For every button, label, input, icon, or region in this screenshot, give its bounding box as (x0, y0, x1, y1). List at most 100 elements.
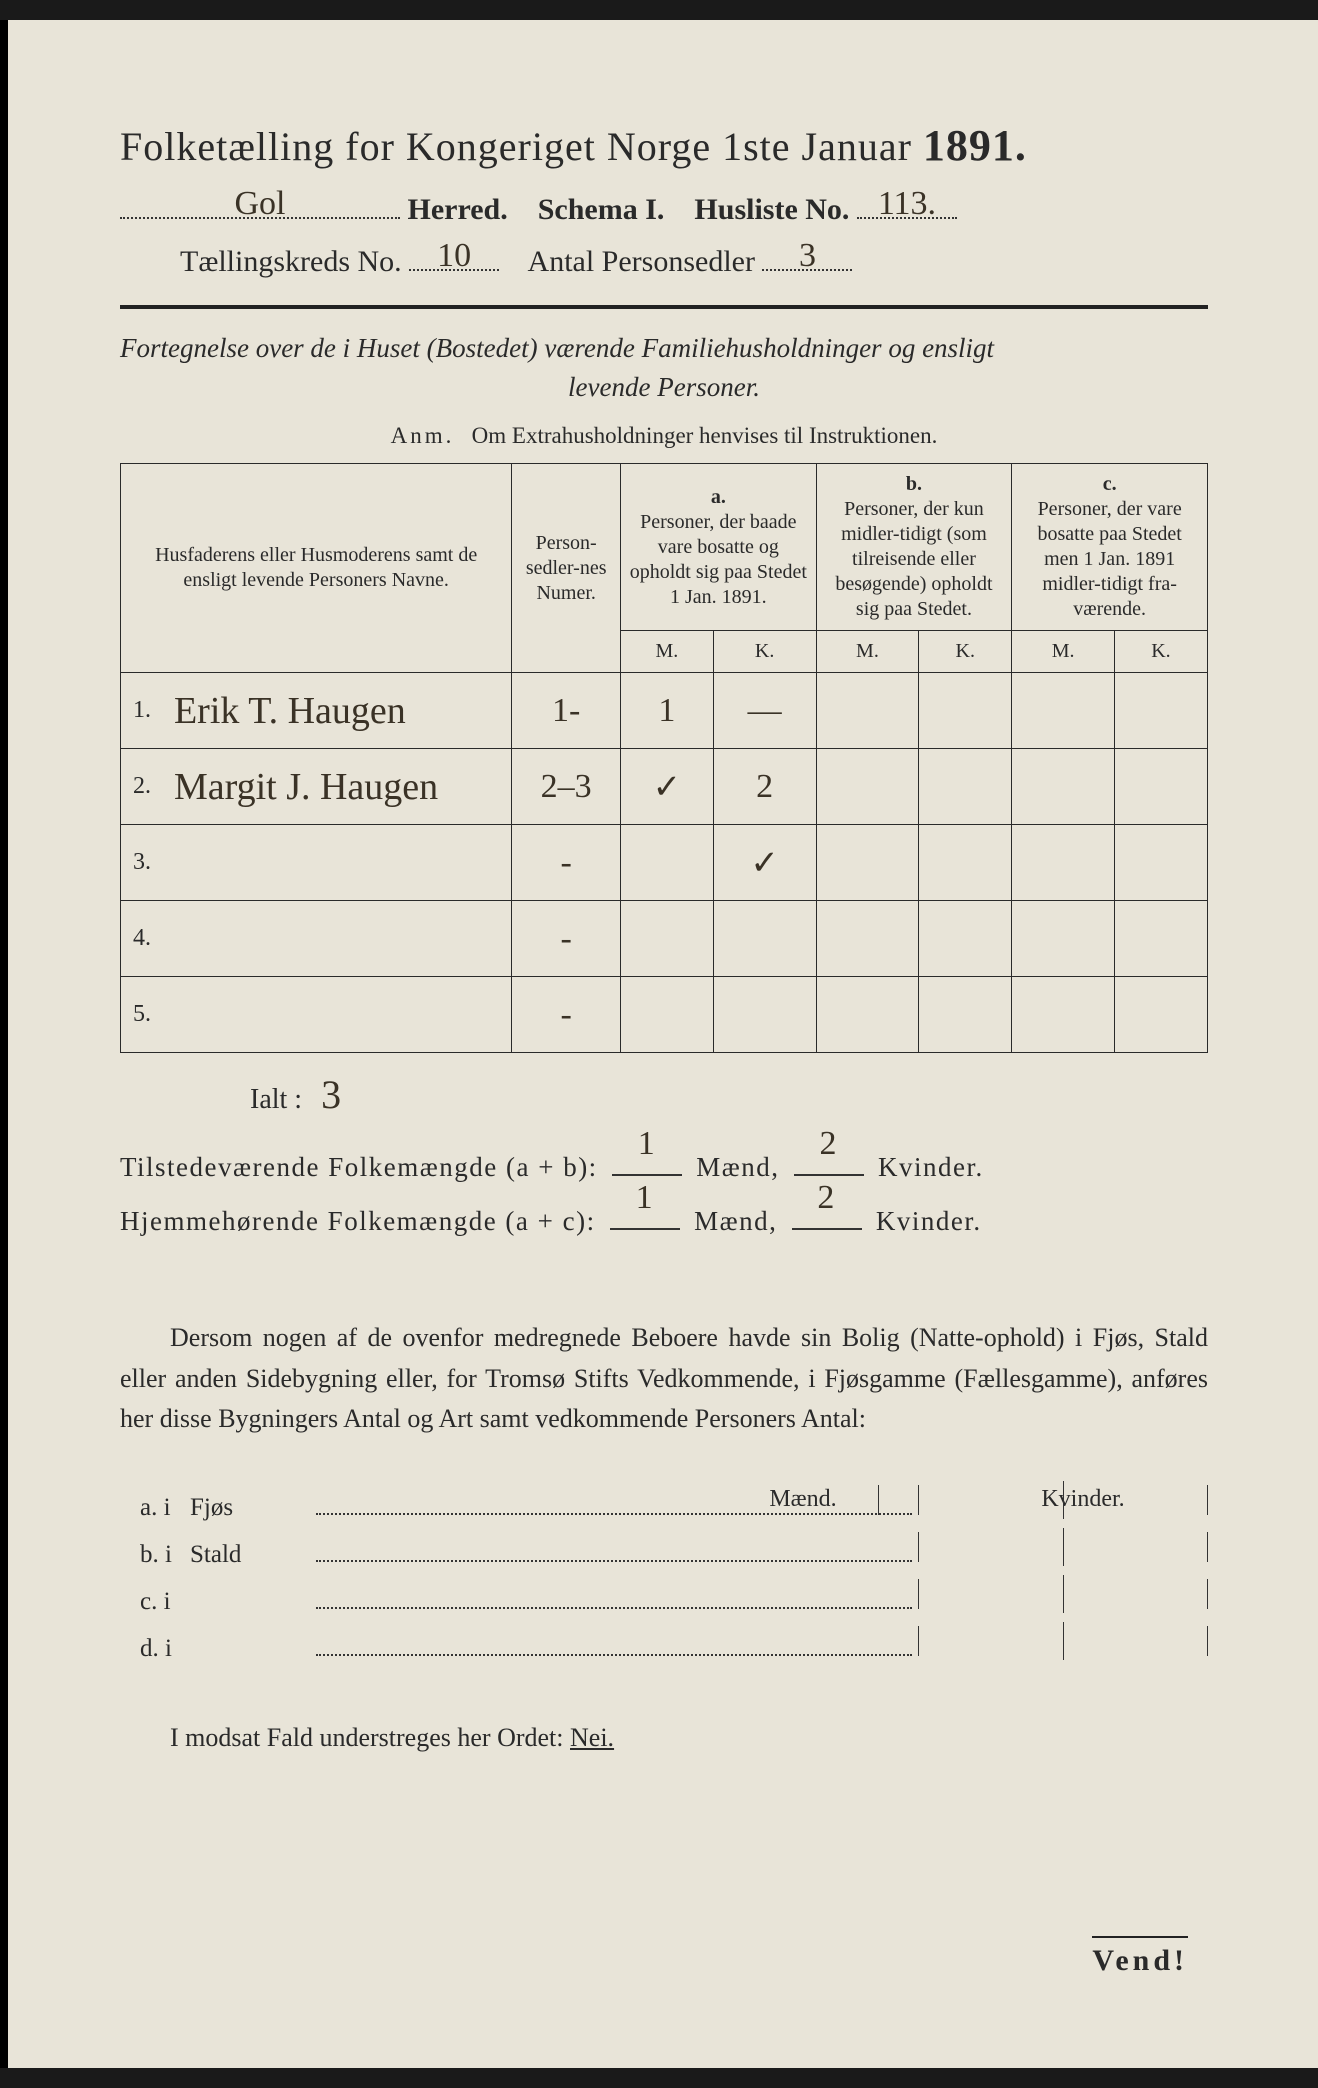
bldg-cells (918, 1626, 1208, 1656)
bldg-cells (918, 1532, 1208, 1562)
bldg-name: Stald (190, 1541, 310, 1569)
mk-m: Mænd. (738, 1486, 868, 1513)
th-a: a. Personer, der baade vare bosatte og o… (621, 464, 817, 631)
row-c-m (1012, 901, 1115, 977)
census-form-page: Folketælling for Kongeriget Norge 1ste J… (0, 20, 1318, 2068)
row-b-k (919, 749, 1012, 825)
th-b-m: M. (816, 631, 919, 673)
row-c-k (1114, 977, 1207, 1053)
antal-hw: 3 (799, 237, 816, 275)
row-a-m (621, 825, 714, 901)
subtitle-line1: Fortegnelse over de i Huset (Bostedet) v… (120, 333, 994, 363)
antal-label: Antal Personsedler (528, 245, 755, 278)
nei-word: Nei. (570, 1723, 614, 1752)
row-a-m (621, 901, 714, 977)
th-c-k: K. (1114, 631, 1207, 673)
row-a-k: 2 (713, 749, 816, 825)
summary1-label: Tilstedeværende Folkemængde (a + b): (120, 1152, 598, 1182)
row-name: Margit J. Haugen (164, 749, 512, 825)
summary-block: Tilstedeværende Folkemængde (a + b): 1 M… (120, 1140, 1208, 1248)
anm-text: Om Extrahusholdninger henvises til Instr… (472, 423, 938, 448)
row-c-k (1114, 673, 1207, 749)
row-c-m (1012, 825, 1115, 901)
building-line: d. i (120, 1626, 1208, 1663)
th-num: Person-sedler-nes Numer. (512, 464, 621, 673)
vend-label: Vend! (1092, 1936, 1188, 1978)
row-num: - (512, 825, 621, 901)
row-a-m: 1 (621, 673, 714, 749)
anm-label: Anm. (391, 423, 455, 448)
bldg-name: Fjøs (190, 1494, 310, 1522)
summary2-label: Hjemmehørende Folkemængde (a + c): (120, 1206, 596, 1236)
row-num: - (512, 977, 621, 1053)
row-a-k: ✓ (713, 825, 816, 901)
row-a-k (713, 901, 816, 977)
row-c-k (1114, 749, 1207, 825)
th-c-text: Personer, der vare bosatte paa Stedet me… (1018, 497, 1201, 622)
bldg-lbl: a. i (120, 1494, 190, 1522)
summary2-m-field: 1 (610, 1206, 680, 1230)
bldg-cells (918, 1485, 1208, 1515)
scan-edge (0, 20, 8, 2068)
title-line: Folketælling for Kongeriget Norge 1ste J… (120, 120, 1208, 171)
anm-line: Anm. Om Extrahusholdninger henvises til … (120, 423, 1208, 449)
nei-text: I modsat Fald understreges her Ordet: (170, 1723, 564, 1752)
th-b-text: Personer, der kun midler-tidigt (som til… (823, 497, 1006, 622)
th-b-k: K. (919, 631, 1012, 673)
summary2-k: 2 (817, 1164, 836, 1232)
row-num: - (512, 901, 621, 977)
bldg-lbl: c. i (120, 1588, 190, 1616)
antal-field: 3 (762, 241, 852, 271)
kvinder-label-2: Kvinder. (876, 1206, 982, 1236)
table-row: 5.- (121, 977, 1208, 1053)
row-number: 1. (121, 673, 164, 749)
row-a-m (621, 977, 714, 1053)
row-b-k (919, 977, 1012, 1053)
row-c-m (1012, 673, 1115, 749)
table-row: 1.Erik T. Haugen1-1— (121, 673, 1208, 749)
bldg-lbl: b. i (120, 1541, 190, 1569)
table-row: 4.- (121, 901, 1208, 977)
herred-label: Herred. (408, 193, 508, 226)
row-a-k (713, 977, 816, 1053)
table-row: 2.Margit J. Haugen2–3✓2 (121, 749, 1208, 825)
table-row: 3.-✓ (121, 825, 1208, 901)
row-c-m (1012, 977, 1115, 1053)
bldg-dots (316, 1592, 912, 1610)
bldg-cells (918, 1579, 1208, 1609)
summary-line-2: Hjemmehørende Folkemængde (a + c): 1 Mæn… (120, 1194, 1208, 1248)
row-b-m (816, 673, 919, 749)
schema-label: Schema I. (538, 193, 665, 226)
maend-label-1: Mænd, (696, 1152, 779, 1182)
building-line: a. iFjøs (120, 1485, 1208, 1522)
row-num: 1- (512, 673, 621, 749)
household-table: Husfaderens eller Husmoderens samt de en… (120, 463, 1208, 1053)
kvinder-label-1: Kvinder. (878, 1152, 984, 1182)
building-line: b. iStald (120, 1532, 1208, 1569)
summary2-k-field: 2 (792, 1206, 862, 1230)
summary-line-1: Tilstedeværende Folkemængde (a + b): 1 M… (120, 1140, 1208, 1194)
th-a-letter: a. (627, 485, 810, 510)
row-a-k: — (713, 673, 816, 749)
row-c-m (1012, 749, 1115, 825)
th-a-k: K. (713, 631, 816, 673)
th-a-m: M. (621, 631, 714, 673)
husliste-label: Husliste No. (694, 193, 849, 226)
bldg-dots (316, 1639, 912, 1657)
row-num: 2–3 (512, 749, 621, 825)
building-line: c. i (120, 1579, 1208, 1616)
header-row-2: Gol Herred. Schema I. Husliste No. 113. (120, 189, 1208, 227)
row-c-k (1114, 825, 1207, 901)
row-b-m (816, 977, 919, 1053)
row-name (164, 901, 512, 977)
row-c-k (1114, 901, 1207, 977)
bldg-dots (316, 1545, 912, 1563)
row-b-k (919, 673, 1012, 749)
th-b: b. Personer, der kun midler-tidigt (som … (816, 464, 1012, 631)
th-c: c. Personer, der vare bosatte paa Stedet… (1012, 464, 1208, 631)
th-c-letter: c. (1018, 472, 1201, 497)
building-block: Mænd. Kvinder. a. iFjøsb. iStaldc. id. i (120, 1485, 1208, 1663)
instruction-paragraph: Dersom nogen af de ovenfor medregnede Be… (120, 1318, 1208, 1439)
husliste-hw: 113. (878, 185, 936, 223)
kreds-label: Tællingskreds No. (180, 245, 402, 278)
